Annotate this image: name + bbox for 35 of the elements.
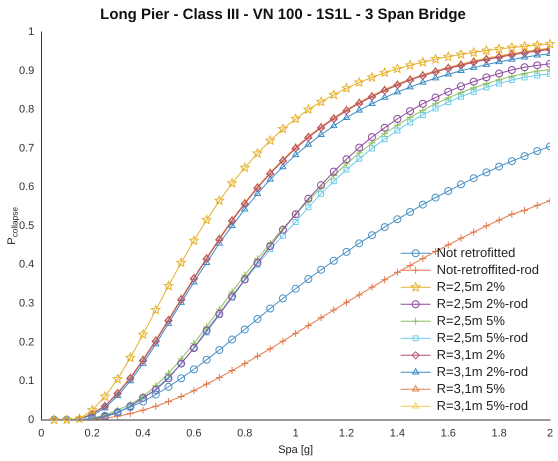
x-tick-label: 1.2 — [338, 427, 354, 440]
legend-label: R=3,1m 2%-rod — [436, 364, 528, 379]
x-tick-label: 0.4 — [135, 427, 151, 440]
legend-label: Not-retroffited-rod — [436, 262, 540, 277]
y-tick-label: 0.6 — [18, 181, 34, 194]
y-tick-label: 1 — [28, 26, 34, 38]
y-tick-label: 0.3 — [18, 297, 34, 310]
x-tick-label: 1.8 — [491, 427, 507, 440]
x-axis-title: Spa [g] — [278, 444, 314, 456]
x-tick-label: 0 — [38, 427, 44, 440]
y-axis-title: Pcollapse — [6, 206, 20, 245]
legend-label: R=2,5m 5% — [436, 312, 506, 328]
x-tick-label: 2 — [546, 427, 554, 440]
y-tick-label: 0.9 — [18, 64, 34, 77]
y-tick-label: 0.4 — [18, 258, 34, 271]
y-tick-label: 0.8 — [18, 104, 34, 116]
chart-title: Long Pier - Class III - VN 100 - 1S1L - 3 Span Bridge — [100, 6, 466, 24]
legend-label: R=3,1m 5% — [436, 380, 506, 396]
x-tick-label: 0.8 — [237, 427, 252, 440]
legend-label: R=2,5m 5%-rod — [436, 330, 528, 345]
x-tick-label: 1.4 — [390, 427, 406, 440]
y-tick-label: 0.2 — [18, 336, 34, 348]
x-tick-label: 0.6 — [186, 427, 202, 440]
legend-label: R=3,1m 2% — [436, 346, 506, 362]
legend-label: R=3,1m 5%-rod — [436, 398, 528, 413]
y-tick-label: 0 — [28, 414, 34, 426]
legend-label: R=2,5m 2%-rod — [436, 296, 528, 311]
x-tick-label: 1 — [292, 427, 299, 440]
y-tick-label: 0.1 — [18, 375, 34, 388]
legend-label: R=2,5m 2% — [436, 278, 506, 294]
y-tick-label: 0.5 — [18, 220, 34, 232]
x-tick-label: 0.2 — [84, 427, 100, 440]
legend-label: Not retrofitted — [436, 244, 516, 260]
y-tick-label: 0.7 — [18, 142, 34, 154]
x-tick-label: 1.6 — [440, 427, 456, 440]
